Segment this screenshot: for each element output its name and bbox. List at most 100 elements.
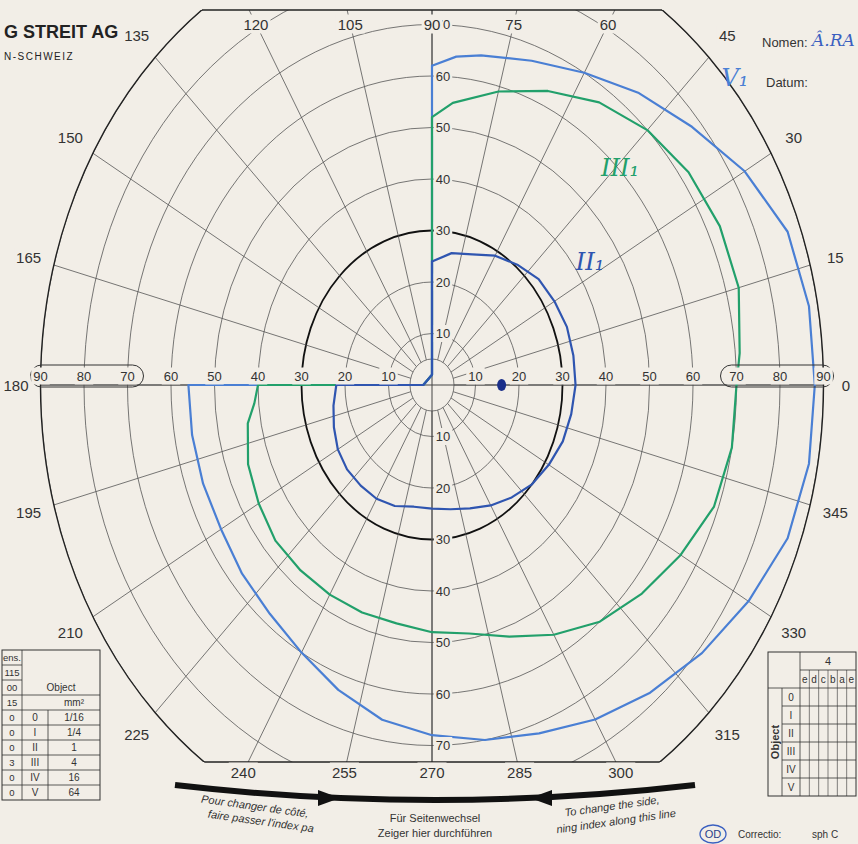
angle-label: 210 xyxy=(58,624,83,641)
blind-spot xyxy=(497,379,506,391)
footer-text: ning index along this line xyxy=(556,807,677,836)
r-tick-label: 10 xyxy=(381,369,395,384)
label-patch xyxy=(510,368,528,385)
label-patch xyxy=(205,368,223,385)
table-rule xyxy=(782,760,856,761)
table-cell: V xyxy=(32,787,39,798)
side-change-band xyxy=(175,785,695,800)
label-patch xyxy=(31,368,49,385)
table-rule xyxy=(22,650,23,800)
r-tick-label: 70 xyxy=(120,369,134,384)
table-rule xyxy=(2,755,100,756)
angle-label: 330 xyxy=(781,624,806,641)
label-patch xyxy=(503,15,524,34)
label-patch xyxy=(1,376,30,395)
r-tick-label: 20 xyxy=(512,369,526,384)
table-cell: ens. xyxy=(3,652,21,663)
brand-place: N-SCHWEIZ xyxy=(4,51,74,62)
r-tick-label: 80 xyxy=(773,369,787,384)
label-patch xyxy=(118,368,136,385)
isopter xyxy=(248,91,740,637)
paper xyxy=(0,0,858,844)
table-rule xyxy=(2,680,22,681)
angle-label: 90 xyxy=(424,16,441,33)
table-cell: IV xyxy=(786,764,796,775)
r-tick-label: 90 xyxy=(816,369,830,384)
label-patch xyxy=(434,325,452,342)
table-rule xyxy=(2,740,100,741)
grid-spoke xyxy=(0,403,416,762)
label-patch xyxy=(417,763,446,782)
label-patch xyxy=(434,171,452,188)
table-rule xyxy=(48,710,49,800)
label-patch xyxy=(717,26,738,45)
eye-label: OD xyxy=(705,828,722,840)
table-cell: 00 xyxy=(7,682,18,693)
isopter xyxy=(188,55,814,740)
label-patch xyxy=(330,763,359,782)
label-patch xyxy=(597,368,615,385)
table-rule xyxy=(2,710,100,711)
brand: G STREIT AG xyxy=(4,22,118,42)
r-tick-label: 60 xyxy=(436,69,450,84)
grid-spoke xyxy=(0,398,413,762)
table-rule xyxy=(846,670,847,796)
table-rule xyxy=(818,670,819,796)
grid-spoke xyxy=(451,10,858,372)
grid-spoke xyxy=(453,392,858,762)
table-rule xyxy=(782,688,783,796)
grid-spoke xyxy=(448,10,858,367)
patient-name: Â.RA xyxy=(810,30,855,50)
label-patch xyxy=(434,68,452,85)
table-cell: 0 xyxy=(9,727,14,738)
r-tick-label: 70 xyxy=(729,369,743,384)
r-tick-label: 60 xyxy=(164,369,178,384)
r-tick-label: 70 xyxy=(436,738,450,753)
angle-label: 120 xyxy=(243,16,268,33)
angle-label: 285 xyxy=(507,764,532,781)
label-patch xyxy=(336,15,365,34)
r-tick-label: 60 xyxy=(436,687,450,702)
table-rule xyxy=(828,670,829,796)
label-patch xyxy=(640,368,658,385)
label-patch xyxy=(434,686,452,703)
table-rule xyxy=(782,742,856,743)
eye-circle xyxy=(700,825,726,843)
scale-capsule xyxy=(721,365,834,387)
r-tick-label: 20 xyxy=(436,481,450,496)
table-cell: I xyxy=(790,710,793,721)
table-cell: 0 xyxy=(788,692,794,703)
bottom-border xyxy=(204,761,660,762)
label-patch xyxy=(422,15,443,34)
r-tick-label: 90 xyxy=(33,369,47,384)
label-patch xyxy=(825,248,846,267)
label-patch xyxy=(434,531,452,548)
correction-label: Correctio: xyxy=(738,829,781,840)
table-rule xyxy=(837,670,838,796)
table-rule xyxy=(809,670,810,796)
table-cell: 64 xyxy=(68,787,80,798)
grid-spoke xyxy=(453,10,858,378)
angle-label: 30 xyxy=(785,129,802,146)
table-head: e xyxy=(849,674,855,685)
plot-area xyxy=(0,10,858,762)
footer-text: Für Seitenwechsel xyxy=(390,812,481,824)
angle-label: 15 xyxy=(827,249,844,266)
label-patch xyxy=(336,368,354,385)
r-tick-label: 40 xyxy=(599,369,613,384)
table-head: d xyxy=(811,674,817,685)
angle-label: 315 xyxy=(715,726,740,743)
table-cell: 0 xyxy=(9,742,14,753)
table-cell: I xyxy=(34,727,37,738)
label-patch xyxy=(14,503,43,522)
table-cell: 0 xyxy=(9,712,14,723)
label-patch xyxy=(241,15,270,34)
label-patch xyxy=(56,128,85,147)
label-patch xyxy=(434,737,452,754)
r-tick-label: 40 xyxy=(436,584,450,599)
grid-spoke xyxy=(438,10,838,360)
table-cell: V xyxy=(788,782,795,793)
angle-label: 135 xyxy=(124,27,149,44)
label-patch xyxy=(14,248,43,267)
label-patch xyxy=(505,763,534,782)
